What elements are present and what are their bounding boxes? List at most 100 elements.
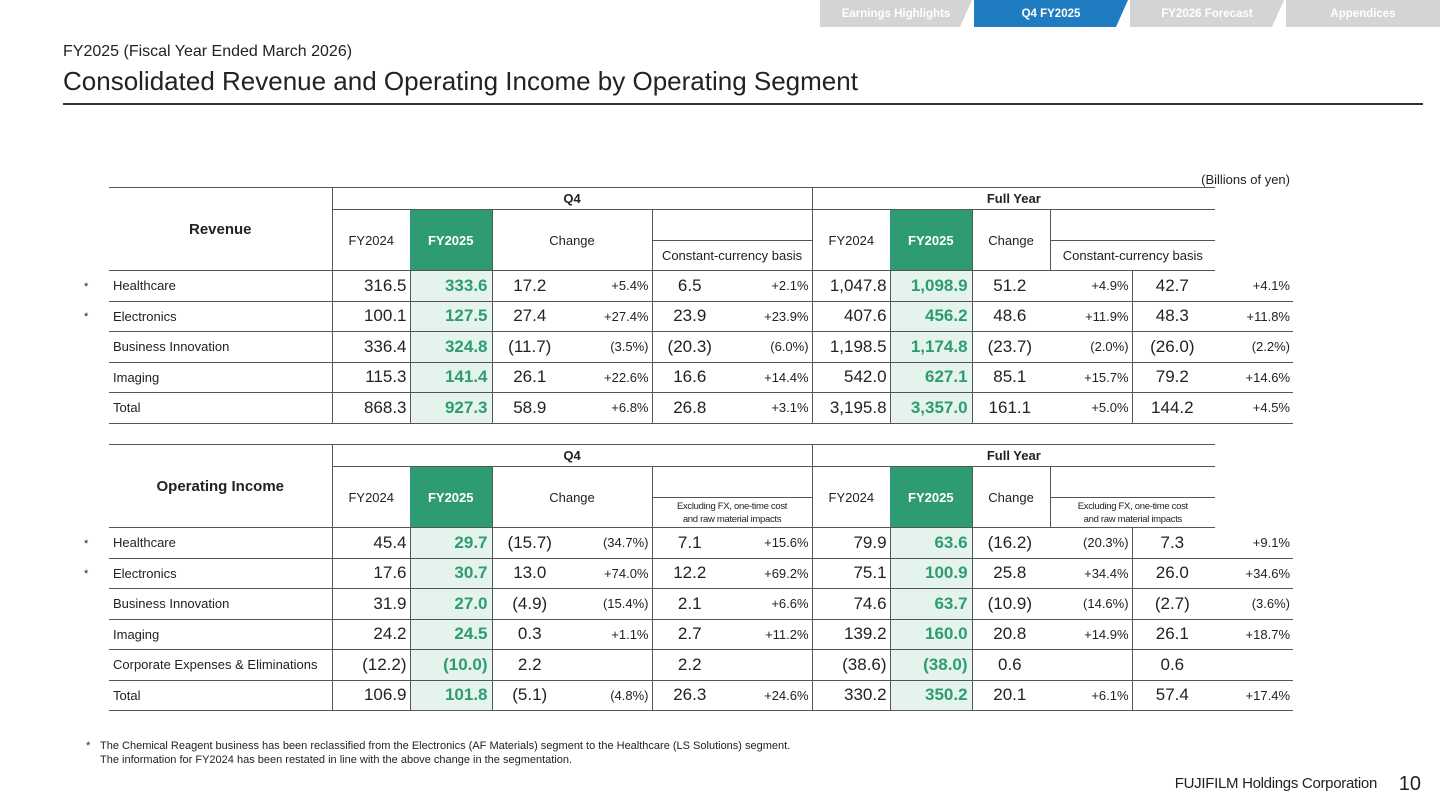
fy-adjusted-change-percent: +17.4%	[1215, 680, 1293, 711]
tab-fy2026-forecast[interactable]: FY2026 Forecast	[1130, 0, 1284, 27]
col-excluding-impacts: Excluding FX, one-time cost and raw mate…	[1049, 497, 1216, 528]
q4-change-percent: +22.6%	[570, 362, 652, 393]
q4-adjusted-change-value: 12.2	[651, 558, 730, 589]
fy-fy2024-value: (38.6)	[811, 649, 891, 681]
footnote: * The Chemical Reagent business has been …	[86, 739, 790, 767]
q4-group-header: Q4	[331, 444, 813, 467]
fy-adjusted-change-value: (26.0)	[1131, 331, 1216, 363]
col-constant-spacer	[651, 209, 813, 241]
revenue-heading: Revenue	[109, 187, 332, 271]
q4-fy2024-value: 106.9	[331, 680, 410, 711]
q4-adjusted-change-percent: +11.2%	[730, 619, 813, 650]
col-fy2025: FY2025	[890, 466, 973, 528]
q4-change-percent: +5.4%	[570, 270, 652, 302]
col-excluding-line2: and raw material impacts	[682, 513, 782, 525]
fy-adjusted-change-value: 26.1	[1131, 619, 1216, 650]
reclassification-star: *	[84, 568, 89, 581]
fy-change-percent: (20.3%)	[1050, 527, 1133, 559]
row-label: Electronics	[109, 301, 332, 332]
q4-fy2025-value: 127.5	[409, 301, 493, 332]
col-excluding-line2: and raw material impacts	[1083, 513, 1183, 525]
fy-adjusted-change-percent: (2.2%)	[1215, 331, 1293, 363]
table-row: Electronics 100.1 127.5 27.4 +27.4% 23.9 +23.9…	[109, 301, 1293, 332]
q4-change-value: 13.0	[491, 558, 570, 589]
fy-adjusted-change-percent: +34.6%	[1215, 558, 1293, 589]
fy-change-value: 20.8	[971, 619, 1051, 650]
q4-fy2025-value: 927.3	[409, 392, 493, 424]
q4-change-value: (15.7)	[491, 527, 570, 559]
reclassification-star: *	[84, 280, 89, 293]
tab-earnings-highlights[interactable]: Earnings Highlights	[820, 0, 972, 27]
fy-fy2024-value: 75.1	[811, 558, 891, 589]
fy-change-value: 20.1	[971, 680, 1051, 711]
fy-change-percent: (14.6%)	[1050, 588, 1133, 620]
fy-adjusted-change-value: 144.2	[1131, 392, 1216, 424]
q4-fy2025-value: 29.7	[409, 527, 493, 559]
col-fy2024: FY2024	[811, 466, 891, 528]
row-label: Business Innovation	[109, 331, 332, 363]
col-constant-spacer	[1049, 209, 1216, 241]
q4-fy2025-value: 30.7	[409, 558, 493, 589]
operating-income-table: Operating Income Q4 Full Year FY2024 FY2…	[109, 444, 1293, 711]
fy-change-percent: +5.0%	[1050, 392, 1133, 424]
tab-appendices[interactable]: Appendices	[1286, 0, 1440, 27]
q4-adjusted-change-percent: (6.0%)	[730, 331, 813, 363]
q4-change-value: 27.4	[491, 301, 570, 332]
fy-change-value: 0.6	[971, 649, 1051, 681]
q4-change-percent: (34.7%)	[570, 527, 652, 559]
table-row: Corporate Expenses & Eliminations (12.2)(…	[109, 649, 1293, 681]
table-row: Imaging 24.2 24.5 0.3 +1.1% 2.7 +11.2% 139.2 160…	[109, 619, 1293, 650]
fy-fy2024-value: 542.0	[811, 362, 891, 393]
q4-fy2024-value: 24.2	[331, 619, 410, 650]
fy-fy2024-value: 3,195.8	[811, 392, 891, 424]
fy-fy2024-value: 407.6	[811, 301, 891, 332]
q4-fy2024-value: 336.4	[331, 331, 410, 363]
fy-fy2024-value: 74.6	[811, 588, 891, 620]
fy-adjusted-change-value: 42.7	[1131, 270, 1216, 302]
q4-adjusted-change-percent: +2.1%	[730, 270, 813, 302]
fy-fy2025-value: 63.7	[889, 588, 973, 620]
fy-adjusted-change-value: 26.0	[1131, 558, 1216, 589]
fy-fy2024-value: 1,047.8	[811, 270, 891, 302]
col-fy2024: FY2024	[331, 466, 410, 528]
fy-change-value: (10.9)	[971, 588, 1051, 620]
row-label: Corporate Expenses & Eliminations	[109, 649, 332, 681]
tab-q4-fy2025[interactable]: Q4 FY2025	[974, 0, 1128, 27]
col-excluding-impacts: Excluding FX, one-time cost and raw mate…	[651, 497, 813, 528]
fy-fy2025-value: 350.2	[889, 680, 973, 711]
fy-change-value: (16.2)	[971, 527, 1051, 559]
q4-adjusted-change-value: 6.5	[651, 270, 730, 302]
q4-adjusted-change-value: 2.2	[651, 649, 730, 681]
fy-adjusted-change-percent: +18.7%	[1215, 619, 1293, 650]
fy-adjusted-change-value: 57.4	[1131, 680, 1216, 711]
q4-group-header: Q4	[331, 187, 813, 210]
footnote-line1: The Chemical Reagent business has been r…	[100, 740, 791, 752]
q4-change-value: 0.3	[491, 619, 570, 650]
reclassification-star: *	[84, 311, 89, 324]
fy-fy2025-value: 160.0	[889, 619, 973, 650]
fy-adjusted-change-value: 0.6	[1131, 649, 1216, 681]
fy-adjusted-change-value: 79.2	[1131, 362, 1216, 393]
q4-change-value: 58.9	[491, 392, 570, 424]
table-row: Electronics 17.6 30.7 13.0 +74.0% 12.2 +69.2% 7…	[109, 558, 1293, 589]
q4-change-percent: +74.0%	[570, 558, 652, 589]
fy-adjusted-change-percent: +9.1%	[1215, 527, 1293, 559]
q4-fy2024-value: 868.3	[331, 392, 410, 424]
fy-adjusted-change-percent: +4.5%	[1215, 392, 1293, 424]
q4-fy2025-value: 24.5	[409, 619, 493, 650]
q4-fy2025-value: (10.0)	[409, 649, 493, 681]
q4-fy2024-value: 45.4	[331, 527, 410, 559]
fy-change-percent	[1050, 649, 1133, 681]
footnote-line2: The information for FY2024 has been rest…	[100, 754, 573, 766]
fy-adjusted-change-value: 48.3	[1131, 301, 1216, 332]
table-row: Healthcare 316.5 333.6 17.2 +5.4% 6.5 +2.1% 1,0…	[109, 270, 1293, 302]
fy-adjusted-change-percent	[1215, 649, 1293, 681]
q4-change-value: (11.7)	[491, 331, 570, 363]
col-excluding-line1: Excluding FX, one-time cost	[1077, 500, 1188, 512]
q4-change-percent: +27.4%	[570, 301, 652, 332]
col-excluding-spacer	[651, 466, 813, 498]
fy-adjusted-change-percent: +4.1%	[1215, 270, 1293, 302]
row-label: Imaging	[109, 619, 332, 650]
col-fy2024: FY2024	[811, 209, 891, 271]
fy-change-value: 51.2	[971, 270, 1051, 302]
